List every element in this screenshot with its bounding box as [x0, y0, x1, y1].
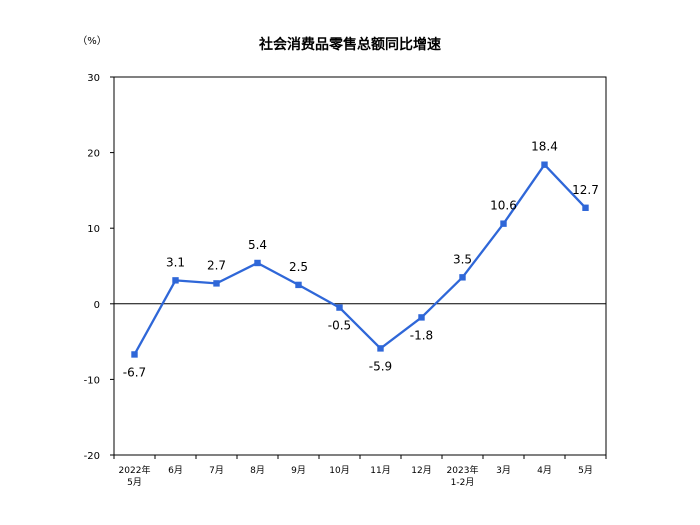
plot-border	[113, 76, 607, 456]
data-point	[213, 280, 220, 287]
data-point	[582, 204, 589, 211]
y-axis-layer: 30 20 10 0 -10 -20	[84, 73, 114, 462]
data-point	[131, 351, 138, 358]
data-point	[377, 345, 384, 352]
data-label: 18.4	[531, 140, 558, 154]
y-tick-label: 10	[87, 224, 100, 235]
data-point	[541, 161, 548, 168]
data-label: 10.6	[490, 199, 517, 213]
data-label: 12.7	[572, 183, 599, 197]
y-tick-label: -20	[84, 451, 100, 462]
x-tick-label: 2022年 5月	[119, 464, 151, 488]
y-tick-label: -10	[84, 375, 100, 386]
data-point	[295, 281, 302, 289]
x-tick-label: 12月	[411, 465, 431, 476]
plot-frame	[113, 76, 607, 456]
y-tick-label: 30	[87, 73, 100, 84]
data-label: -5.9	[369, 359, 392, 373]
x-tick-label: 6月	[168, 465, 183, 476]
data-point	[418, 314, 425, 321]
data-label: 3.1	[166, 255, 185, 269]
data-label: 5.4	[248, 238, 267, 252]
data-point	[459, 274, 466, 281]
y-tick-label: 20	[87, 149, 100, 160]
data-labels-layer: -6.7 3.1 2.7 5.4 2.5 -0.5 -5.9 -1.8 3.5 10.6 18.4 1…	[123, 140, 599, 380]
data-point	[336, 304, 343, 311]
y-tick-label: 0	[94, 300, 100, 311]
data-label: 2.5	[289, 260, 308, 274]
x-tick-label: 4月	[537, 465, 552, 476]
x-tick-label: 10月	[329, 465, 349, 476]
x-tick-label: 3月	[496, 465, 511, 476]
series-line	[133, 163, 587, 356]
x-tick-label: 8月	[250, 465, 265, 476]
data-label: -1.8	[410, 328, 433, 342]
data-label: -6.7	[123, 365, 146, 379]
data-point	[500, 220, 507, 227]
x-axis-layer: 2022年 5月 6月 7月 8月 9月 10月 11月 12月 2023年 1-2月 3月 4月 5月	[113, 455, 607, 488]
x-tick-label: 7月	[209, 465, 224, 476]
data-label: 3.5	[453, 252, 472, 266]
x-tick-label: 2023年 1-2月	[447, 464, 479, 488]
x-tick-label: 9月	[291, 465, 306, 476]
series-layer	[131, 161, 589, 358]
data-label: 2.7	[207, 258, 226, 272]
data-point	[172, 277, 179, 284]
y-axis-unit: （%）	[77, 35, 107, 47]
x-tick-label: 11月	[370, 465, 390, 476]
chart-title: 社会消费品零售总额同比增速	[258, 36, 441, 53]
data-label: -0.5	[328, 319, 351, 333]
x-tick-label: 5月	[578, 465, 593, 476]
data-point	[254, 259, 261, 267]
